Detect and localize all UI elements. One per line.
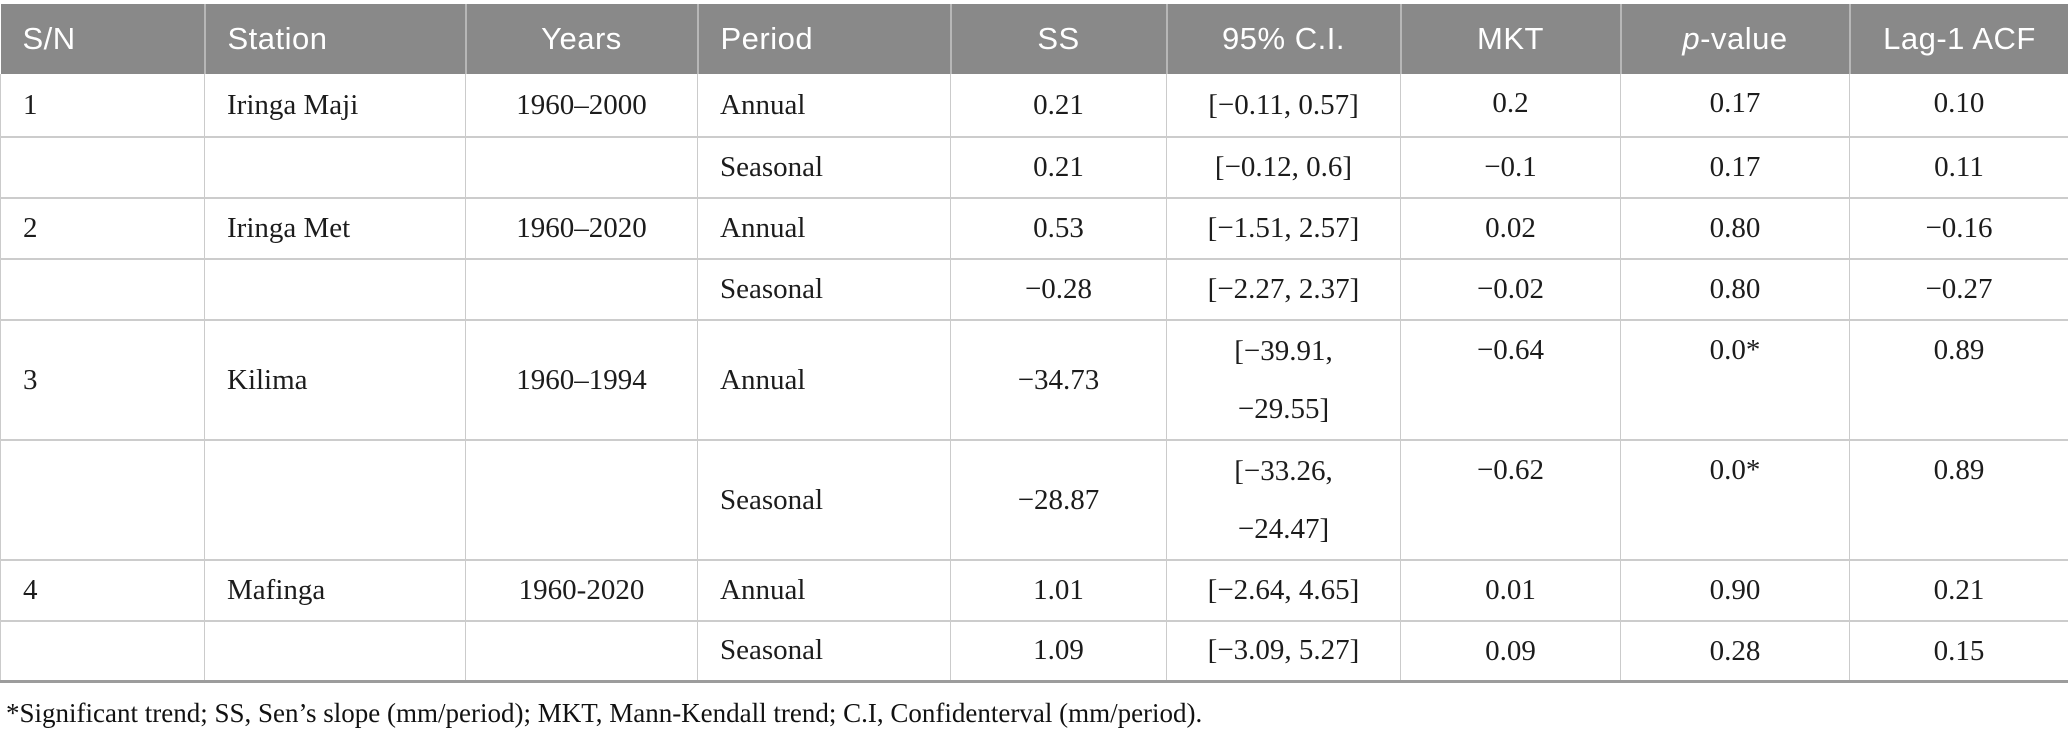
table-header: S/N Station Years Period SS 95% C.I. MKT… [1, 4, 2068, 74]
table-row: 4 Mafinga 1960-2020 Annual 1.01 [−2.64, … [1, 560, 2068, 621]
p-rest: -value [1700, 21, 1787, 56]
cell-station [205, 137, 466, 198]
cell-ci: [−2.27, 2.37] [1167, 259, 1401, 320]
cell-years: 1960–2000 [466, 74, 698, 137]
cell-p-value: 0.28 [1621, 621, 1850, 681]
cell-ss: 0.21 [951, 74, 1167, 137]
cell-station [205, 621, 466, 681]
cell-p-value: 0.80 [1621, 259, 1850, 320]
cell-years: 1960–2020 [466, 198, 698, 259]
header-ci: 95% C.I. [1167, 4, 1401, 74]
cell-years [466, 440, 698, 560]
cell-sn [1, 137, 205, 198]
cell-ss: 1.01 [951, 560, 1167, 621]
cell-years [466, 259, 698, 320]
cell-lag1-acf: −0.16 [1850, 198, 2068, 259]
cell-station: Iringa Maji [205, 74, 466, 137]
cell-years [466, 621, 698, 681]
cell-ci: [−1.51, 2.57] [1167, 198, 1401, 259]
cell-ss: −28.87 [951, 440, 1167, 560]
p-italic: p [1682, 21, 1700, 56]
cell-lag1-acf: 0.11 [1850, 137, 2068, 198]
cell-station [205, 440, 466, 560]
cell-ci: [−0.11, 0.57] [1167, 74, 1401, 137]
table-row: 3 Kilima 1960–1994 Annual −34.73 [−39.91… [1, 320, 2068, 440]
cell-ci: [−0.12, 0.6] [1167, 137, 1401, 198]
cell-ss: 0.53 [951, 198, 1167, 259]
header-years: Years [466, 4, 698, 74]
cell-period: Annual [698, 320, 951, 440]
header-sn: S/N [1, 4, 205, 74]
cell-years: 1960–1994 [466, 320, 698, 440]
cell-period: Seasonal [698, 621, 951, 681]
cell-period: Seasonal [698, 440, 951, 560]
cell-station: Mafinga [205, 560, 466, 621]
cell-ci: [−3.09, 5.27] [1167, 621, 1401, 681]
cell-mkt: 0.09 [1401, 621, 1621, 681]
table-body: 1 Iringa Maji 1960–2000 Annual 0.21 [−0.… [1, 74, 2068, 681]
cell-mkt: −0.62 [1401, 440, 1621, 560]
table-footnote: *Significant trend; SS, Sen’s slope (mm/… [0, 683, 2068, 729]
cell-period: Seasonal [698, 137, 951, 198]
header-lag1-acf: Lag-1 ACF [1850, 4, 2068, 74]
cell-lag1-acf: 0.10 [1850, 74, 2068, 137]
header-station: Station [205, 4, 466, 74]
cell-sn [1, 621, 205, 681]
header-ss: SS [951, 4, 1167, 74]
table-row: 2 Iringa Met 1960–2020 Annual 0.53 [−1.5… [1, 198, 2068, 259]
cell-ci: [−33.26, −24.47] [1167, 440, 1401, 560]
cell-lag1-acf: 0.89 [1850, 320, 2068, 440]
table-row: 1 Iringa Maji 1960–2000 Annual 0.21 [−0.… [1, 74, 2068, 137]
cell-lag1-acf: 0.15 [1850, 621, 2068, 681]
cell-period: Annual [698, 198, 951, 259]
header-p-value: p-value [1621, 4, 1850, 74]
cell-period: Annual [698, 74, 951, 137]
cell-mkt: −0.1 [1401, 137, 1621, 198]
cell-ss: −0.28 [951, 259, 1167, 320]
table-row: Seasonal −0.28 [−2.27, 2.37] −0.02 0.80 … [1, 259, 2068, 320]
cell-ci: [−2.64, 4.65] [1167, 560, 1401, 621]
cell-sn: 3 [1, 320, 205, 440]
cell-lag1-acf: 0.21 [1850, 560, 2068, 621]
trend-statistics-table: S/N Station Years Period SS 95% C.I. MKT… [0, 4, 2068, 683]
cell-ci: [−39.91, −29.55] [1167, 320, 1401, 440]
cell-sn [1, 259, 205, 320]
cell-p-value: 0.0* [1621, 320, 1850, 440]
cell-sn: 4 [1, 560, 205, 621]
cell-lag1-acf: −0.27 [1850, 259, 2068, 320]
cell-period: Annual [698, 560, 951, 621]
cell-p-value: 0.17 [1621, 137, 1850, 198]
table-row: Seasonal 0.21 [−0.12, 0.6] −0.1 0.17 0.1… [1, 137, 2068, 198]
cell-ss: 0.21 [951, 137, 1167, 198]
table-row: Seasonal −28.87 [−33.26, −24.47] −0.62 0… [1, 440, 2068, 560]
table-row: Seasonal 1.09 [−3.09, 5.27] 0.09 0.28 0.… [1, 621, 2068, 681]
cell-station: Iringa Met [205, 198, 466, 259]
cell-p-value: 0.90 [1621, 560, 1850, 621]
cell-mkt: −0.64 [1401, 320, 1621, 440]
cell-p-value: 0.80 [1621, 198, 1850, 259]
cell-ss: 1.09 [951, 621, 1167, 681]
cell-station [205, 259, 466, 320]
header-period: Period [698, 4, 951, 74]
cell-sn: 2 [1, 198, 205, 259]
cell-mkt: −0.02 [1401, 259, 1621, 320]
cell-mkt: 0.01 [1401, 560, 1621, 621]
cell-mkt: 0.02 [1401, 198, 1621, 259]
header-row: S/N Station Years Period SS 95% C.I. MKT… [1, 4, 2068, 74]
cell-years: 1960-2020 [466, 560, 698, 621]
cell-p-value: 0.0* [1621, 440, 1850, 560]
cell-mkt: 0.2 [1401, 74, 1621, 137]
cell-sn [1, 440, 205, 560]
cell-station: Kilima [205, 320, 466, 440]
cell-sn: 1 [1, 74, 205, 137]
cell-ss: −34.73 [951, 320, 1167, 440]
cell-p-value: 0.17 [1621, 74, 1850, 137]
cell-period: Seasonal [698, 259, 951, 320]
header-mkt: MKT [1401, 4, 1621, 74]
cell-lag1-acf: 0.89 [1850, 440, 2068, 560]
cell-years [466, 137, 698, 198]
